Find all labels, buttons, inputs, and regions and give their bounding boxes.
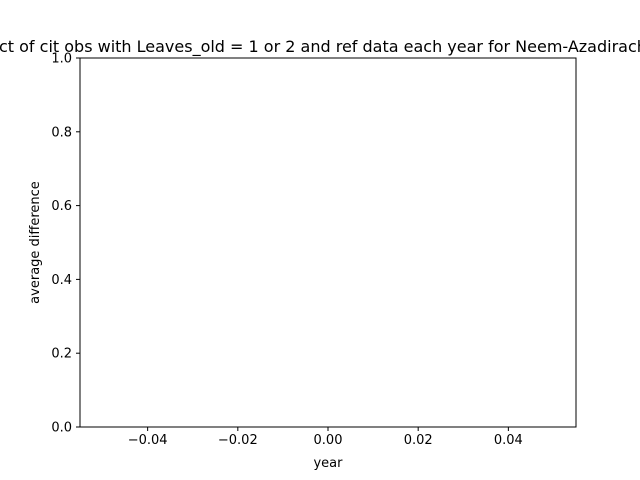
y-tick-label: 0.8	[51, 125, 72, 140]
x-tick-label: 0.02	[404, 433, 433, 448]
x-tick-label: 0.04	[494, 433, 523, 448]
y-tick-label: 0.0	[51, 421, 72, 436]
chart-title: Mean pct of cit obs with Leaves_old = 1 …	[0, 37, 640, 57]
x-tick-label: 0.00	[314, 433, 343, 448]
x-axis-label: year	[313, 456, 343, 471]
y-tick-label: 0.6	[51, 199, 72, 214]
y-tick-label: 0.2	[51, 347, 72, 362]
y-tick-label: 0.4	[51, 273, 72, 288]
x-tick-label: −0.04	[128, 433, 168, 448]
y-axis-ticks: 0.0 0.2 0.4 0.6 0.8 1.0	[51, 52, 80, 436]
y-axis-label: average difference	[28, 181, 43, 304]
x-tick-label: −0.02	[218, 433, 258, 448]
y-tick-label: 1.0	[51, 52, 72, 67]
x-axis-ticks: −0.04 −0.02 0.00 0.02 0.04	[128, 427, 523, 448]
plot-area	[79, 57, 577, 428]
